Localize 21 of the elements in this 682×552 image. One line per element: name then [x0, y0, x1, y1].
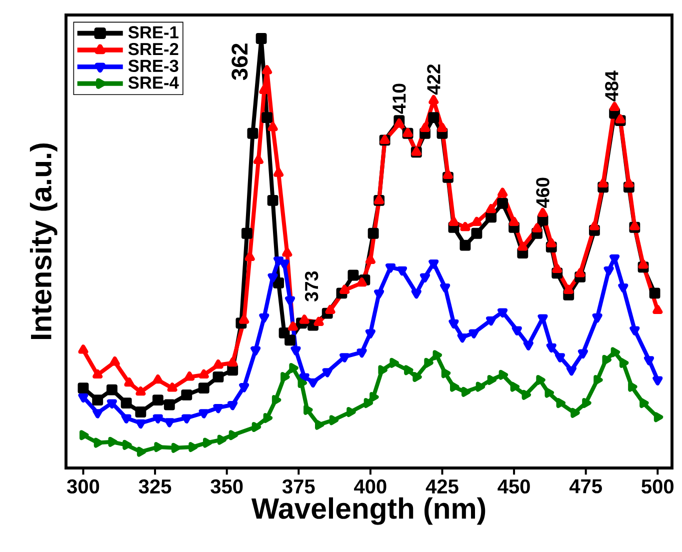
x-tick-label: 325 [138, 479, 172, 494]
legend-label: SRE-3 [128, 60, 178, 72]
y-axis-title: Intensity (a.u.) [30, 144, 58, 339]
x-tick-label: 475 [569, 479, 602, 494]
x-axis-title: Wavelength (nm) [251, 497, 486, 525]
annotation: 410 [392, 84, 406, 114]
x-tick-label: 350 [210, 479, 243, 494]
annotation: 460 [536, 178, 550, 208]
x-tick-label: 450 [498, 479, 530, 494]
x-tick-label: 425 [426, 479, 458, 494]
legend-label: SRE-1 [128, 26, 178, 38]
x-tick-label: 300 [67, 479, 100, 494]
annotation: 484 [605, 70, 618, 102]
x-tick-label: 400 [354, 479, 386, 494]
annotation: 373 [304, 271, 318, 302]
x-tick-label: 375 [282, 479, 315, 494]
x-tick-label: 500 [642, 479, 674, 494]
legend-label: SRE-2 [128, 42, 178, 56]
annotation: 422 [427, 64, 440, 95]
annotation: 362 [232, 44, 248, 80]
legend-label: SRE-4 [128, 76, 179, 89]
